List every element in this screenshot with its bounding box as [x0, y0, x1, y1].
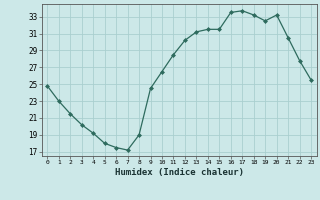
X-axis label: Humidex (Indice chaleur): Humidex (Indice chaleur): [115, 168, 244, 177]
